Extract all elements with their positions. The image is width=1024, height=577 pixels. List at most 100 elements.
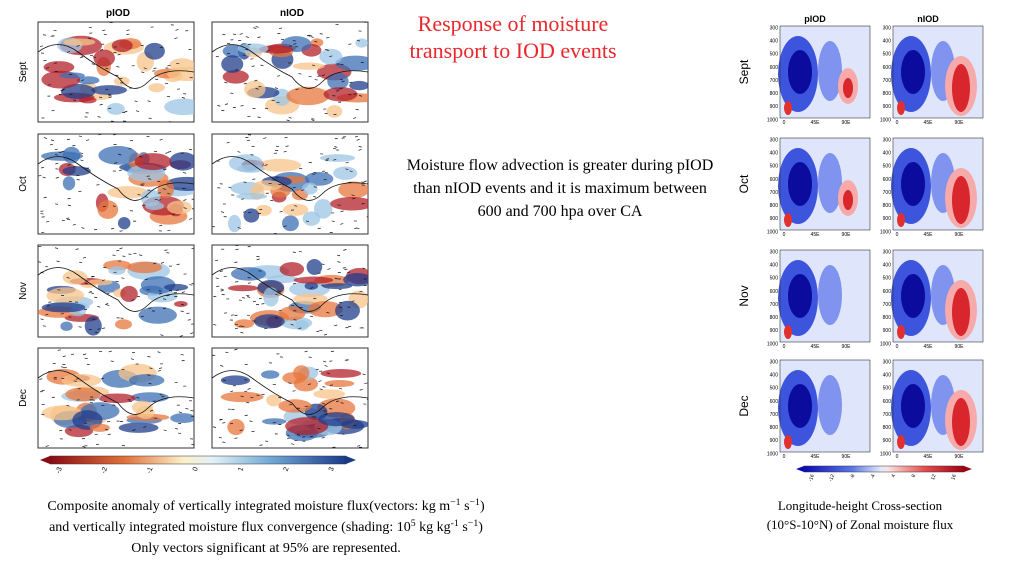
shade-blob [62, 270, 88, 285]
shade-blob [98, 393, 136, 404]
left-figure: pIOD nIOD Sept Oct Nov Dec -3 -2 -1 0 1 2 3 [18, 8, 369, 475]
colorbar-label: -3 [55, 466, 64, 474]
superscript: -1 [451, 518, 459, 529]
vector [251, 65, 255, 67]
vector [353, 117, 357, 119]
y-tick-label: 1000 [880, 117, 891, 123]
vector [333, 159, 337, 161]
vector [82, 446, 86, 448]
shade-blob [46, 287, 85, 304]
vector [92, 318, 96, 321]
x-tick-label: 0 [896, 232, 899, 238]
vector [345, 161, 349, 164]
vector [189, 284, 193, 286]
shade-blob [76, 76, 100, 85]
y-tick-label: 800 [883, 425, 892, 431]
shade-blob [118, 422, 159, 433]
vector [361, 184, 365, 186]
vector [311, 119, 315, 122]
vector [98, 96, 103, 98]
vector [159, 138, 163, 141]
shade-blob [324, 379, 355, 388]
vector [94, 296, 98, 299]
shade-blob [304, 171, 334, 186]
colorbar-label: 16 [950, 473, 958, 480]
vector [136, 397, 140, 399]
title-line: transport to IOD events [409, 38, 616, 63]
shade-blob [304, 282, 319, 290]
vector [118, 169, 122, 172]
shade-blob [60, 321, 73, 332]
shade-blob [327, 72, 349, 90]
vector [58, 151, 62, 154]
vector [99, 49, 104, 51]
colorbar-label: -8 [849, 473, 856, 479]
vector [167, 229, 171, 232]
shade-blob [134, 153, 172, 171]
x-tick-label: 45E [811, 232, 821, 238]
shade-blob [65, 387, 101, 402]
vector [314, 41, 318, 43]
shade-blob [788, 50, 812, 94]
vector [90, 292, 94, 294]
vector [275, 293, 279, 296]
vector [332, 147, 337, 150]
vector [69, 93, 73, 96]
y-tick-label: 700 [883, 78, 892, 84]
vector [255, 26, 259, 28]
y-tick-label: 600 [770, 399, 779, 405]
vector [224, 103, 229, 105]
caption-line: and vertically integrated moisture flux … [49, 518, 483, 536]
shade-blob [220, 375, 251, 386]
shade-blob [236, 193, 268, 200]
y-tick-label: 1000 [767, 229, 778, 235]
vector [191, 283, 194, 285]
y-tick-label: 800 [770, 203, 779, 209]
shade-blob [319, 154, 356, 162]
vector [97, 116, 101, 118]
vector [240, 331, 244, 334]
shade-blob [236, 164, 265, 173]
vector [190, 332, 194, 334]
shade-blob [79, 96, 97, 104]
colorbar-label: 4 [890, 473, 897, 478]
superscript: −1 [470, 497, 481, 508]
vector [215, 277, 219, 280]
shade-blob [144, 42, 165, 60]
x-tick-label: 90E [842, 454, 852, 460]
vector [287, 437, 291, 439]
vector [172, 213, 176, 216]
section-panel: 300 400 500 600 700 800 900 1000 0 45E 90E [880, 359, 984, 460]
x-tick-label: 90E [955, 344, 965, 350]
y-tick-label: 900 [883, 328, 892, 334]
vector [55, 203, 59, 205]
vector [94, 331, 98, 334]
shade-blob [222, 69, 249, 84]
vector [105, 88, 109, 91]
vector [169, 121, 173, 122]
vector [173, 291, 178, 294]
vector [153, 262, 157, 265]
vector [351, 194, 355, 197]
y-tick-label: 800 [770, 91, 779, 97]
vector [232, 33, 237, 35]
vector [246, 139, 250, 142]
shade-blob [261, 370, 280, 379]
vector [55, 176, 59, 179]
vector [61, 88, 66, 91]
vector [43, 137, 47, 139]
x-tick-label: 0 [896, 120, 899, 126]
shade-blob [818, 41, 842, 101]
vector [57, 349, 61, 351]
vector [291, 443, 295, 445]
vector [168, 151, 172, 153]
vector [163, 298, 167, 300]
vector [362, 267, 366, 270]
colorbar [49, 455, 347, 465]
vector [322, 403, 326, 405]
vector [55, 162, 59, 165]
summary-line: than nIOD events and it is maximum betwe… [413, 180, 707, 197]
caption-text: s [459, 520, 468, 535]
y-tick-label: 700 [770, 78, 779, 84]
vector [336, 90, 340, 92]
